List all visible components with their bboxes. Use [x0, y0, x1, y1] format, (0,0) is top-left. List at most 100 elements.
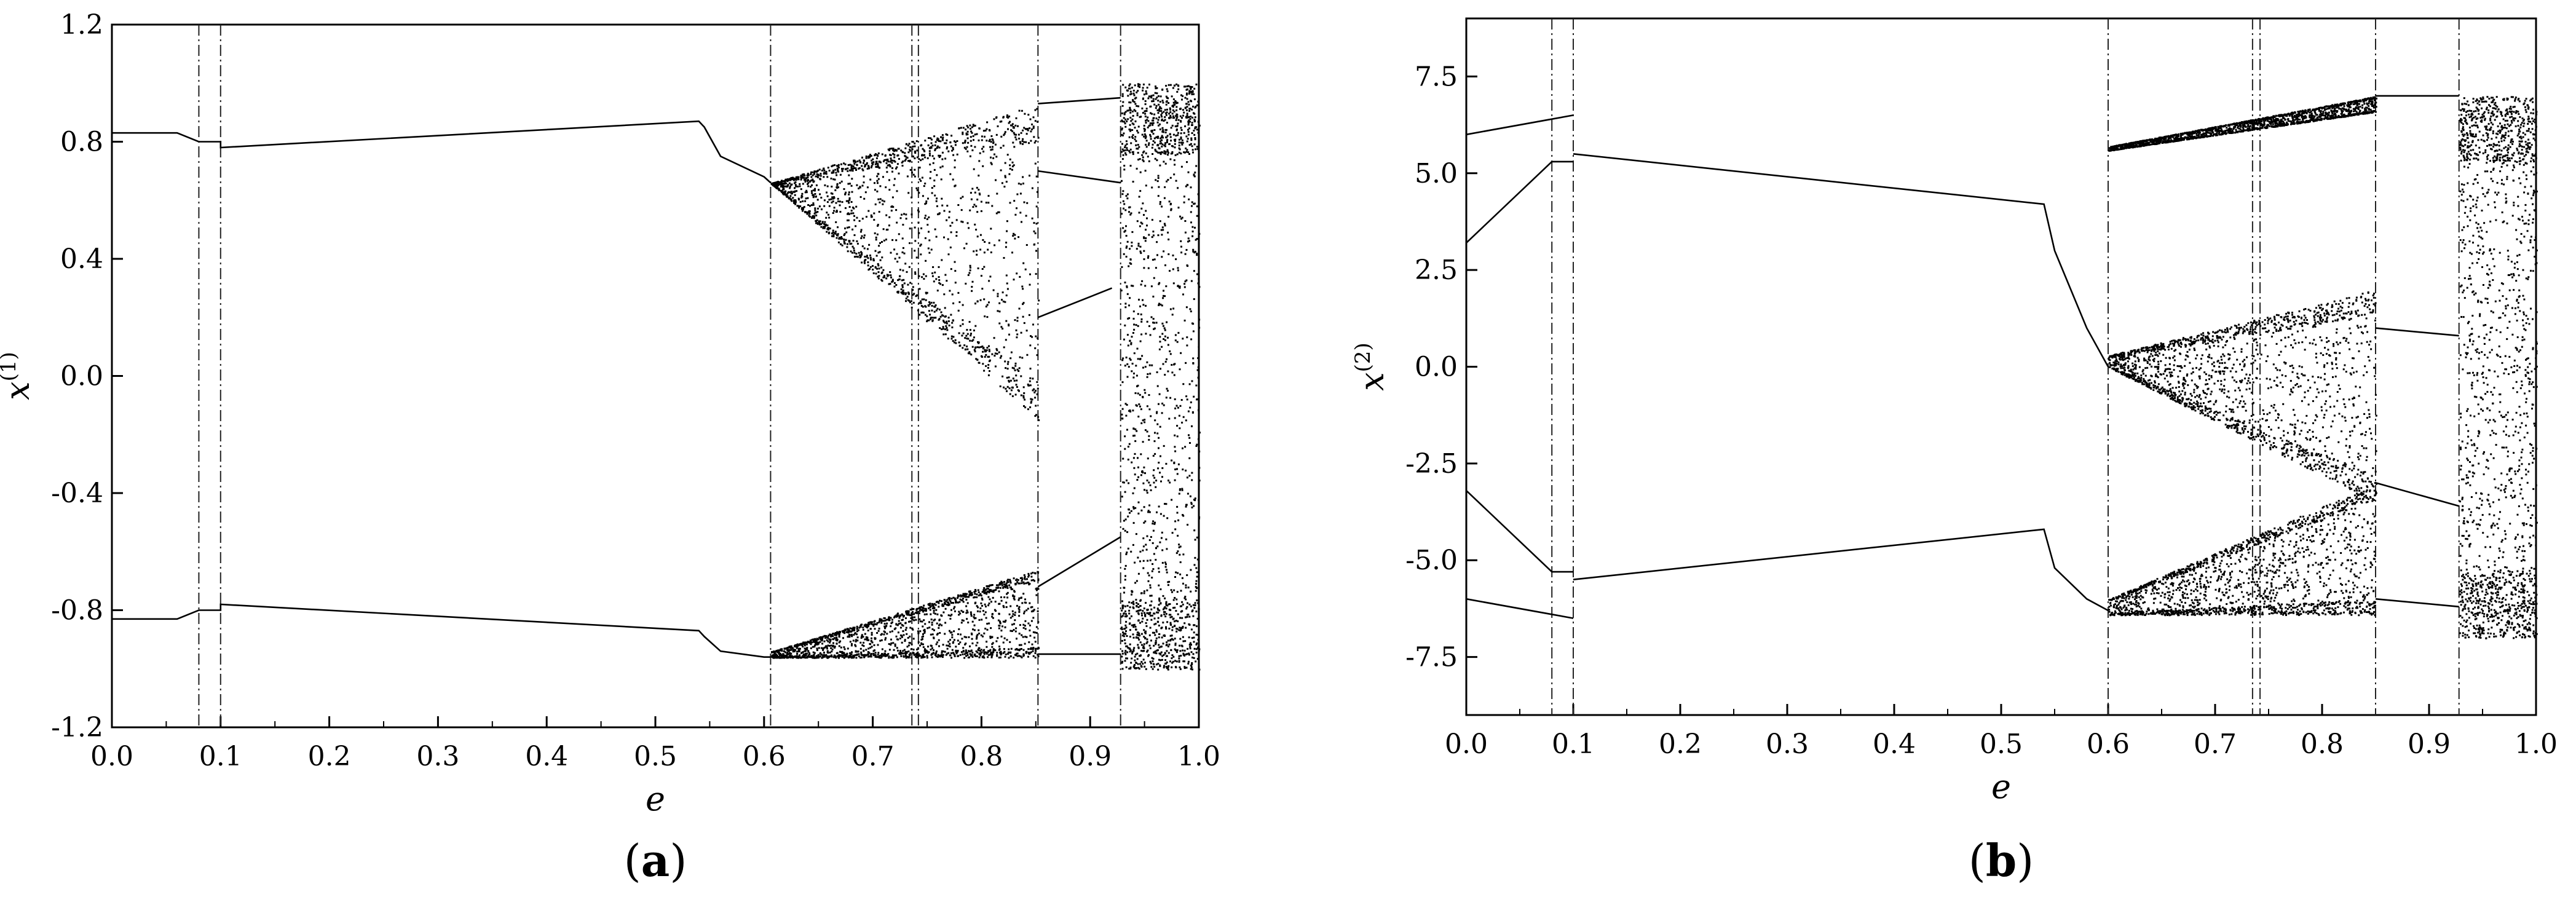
- scatter-point-a: [955, 650, 957, 652]
- scatter-point-a: [1023, 649, 1025, 651]
- scatter-point-a: [1129, 512, 1131, 514]
- scatter-point-a: [1125, 565, 1127, 567]
- scatter-point-a: [1014, 365, 1016, 367]
- scatter-point-a: [863, 655, 864, 657]
- scatter-point-a: [836, 652, 838, 654]
- scatter-point-a: [986, 617, 987, 619]
- scatter-point-a: [926, 657, 928, 658]
- scatter-point-a: [954, 655, 956, 657]
- scatter-point-a: [797, 205, 799, 207]
- scatter-point-a: [856, 651, 858, 653]
- scatter-point-a: [976, 211, 978, 213]
- scatter-point-a: [971, 149, 973, 151]
- scatter-point-a: [986, 652, 987, 654]
- scatter-point-a: [1002, 328, 1003, 330]
- scatter-point-a: [972, 621, 974, 623]
- scatter-point-a: [1158, 625, 1160, 626]
- scatter-point-a: [1191, 651, 1193, 653]
- scatter-point-a: [1144, 666, 1145, 668]
- scatter-point-a: [1191, 205, 1193, 207]
- scatter-point-a: [848, 191, 850, 193]
- scatter-point-a: [909, 282, 911, 284]
- scatter-point-a: [956, 231, 958, 233]
- scatter-point-a: [918, 192, 920, 194]
- scatter-point-a: [1006, 639, 1008, 641]
- scatter-point-a: [1152, 147, 1153, 149]
- scatter-point-a: [954, 611, 956, 612]
- scatter-point-a: [920, 253, 922, 255]
- scatter-point-a: [857, 636, 859, 638]
- scatter-point-a: [1000, 355, 1002, 357]
- scatter-point-a: [997, 353, 998, 355]
- scatter-point-a: [1036, 626, 1038, 628]
- scatter-point-a: [945, 333, 947, 335]
- scatter-point-a: [875, 204, 877, 205]
- scatter-point-a: [1193, 396, 1195, 398]
- scatter-point-a: [883, 228, 885, 230]
- scatter-point-a: [1028, 142, 1030, 144]
- scatter-point-a: [949, 643, 950, 645]
- scatter-point-a: [1187, 151, 1189, 153]
- scatter-point-a: [1126, 551, 1128, 553]
- scatter-point-a: [1186, 89, 1188, 91]
- scatter-point-a: [851, 643, 853, 645]
- scatter-point-a: [1137, 557, 1139, 559]
- scatter-point-a: [1026, 202, 1028, 204]
- scatter-point-a: [827, 650, 829, 652]
- scatter-point-a: [984, 241, 986, 243]
- scatter-point-a: [1141, 108, 1143, 109]
- scatter-point-a: [821, 208, 823, 210]
- scatter-point-a: [962, 323, 964, 325]
- scatter-point-a: [966, 349, 968, 350]
- scatter-point-a: [1014, 133, 1016, 135]
- scatter-point-a: [897, 291, 899, 293]
- scatter-point-a: [892, 280, 894, 282]
- scatter-point-a: [789, 649, 791, 651]
- scatter-point-a: [934, 317, 936, 318]
- scatter-point-a: [996, 134, 998, 136]
- scatter-point-a: [1133, 457, 1135, 459]
- scatter-point-a: [1174, 143, 1176, 145]
- scatter-point-a: [831, 645, 832, 647]
- scatter-point-a: [925, 237, 926, 239]
- scatter-point-a: [1001, 600, 1003, 602]
- scatter-point-a: [1155, 559, 1156, 561]
- scatter-point-a: [878, 630, 880, 632]
- scatter-point-a: [1031, 580, 1033, 582]
- scatter-point-a: [1153, 277, 1155, 279]
- scatter-point-a: [877, 165, 879, 167]
- scatter-point-a: [847, 213, 849, 215]
- scatter-point-a: [982, 610, 984, 612]
- scatter-point-a: [1154, 138, 1156, 140]
- scatter-point-a: [1166, 141, 1168, 143]
- scatter-point-a: [878, 271, 880, 273]
- scatter-point-a: [1190, 591, 1191, 593]
- scatter-point-a: [1197, 101, 1199, 103]
- scatter-point-a: [1030, 647, 1032, 649]
- scatter-point-a: [1179, 493, 1180, 495]
- scatter-point-a: [1148, 84, 1150, 85]
- scatter-point-a: [1136, 375, 1138, 377]
- scatter-point-a: [1032, 323, 1034, 325]
- scatter-point-a: [997, 295, 998, 297]
- scatter-point-a: [879, 628, 880, 630]
- scatter-point-a: [848, 629, 850, 631]
- scatter-point-a: [1000, 357, 1002, 359]
- scatter-point-a: [1177, 132, 1179, 134]
- scatter-point-a: [1035, 572, 1037, 574]
- scatter-point-a: [836, 211, 838, 213]
- scatter-point-a: [791, 646, 792, 647]
- scatter-point-a: [1127, 318, 1129, 320]
- scatter-point-a: [1132, 377, 1134, 379]
- scatter-point-a: [1035, 232, 1037, 234]
- scatter-point-a: [1016, 194, 1018, 196]
- scatter-point-a: [780, 186, 782, 188]
- scatter-point-a: [808, 656, 810, 658]
- scatter-point-a: [899, 279, 901, 280]
- scatter-point-a: [1192, 615, 1194, 617]
- scatter-point-a: [899, 650, 901, 652]
- scatter-point-a: [842, 201, 844, 203]
- scatter-point-a: [839, 636, 840, 638]
- scatter-point-a: [1150, 609, 1152, 611]
- scatter-point-a: [1025, 215, 1027, 217]
